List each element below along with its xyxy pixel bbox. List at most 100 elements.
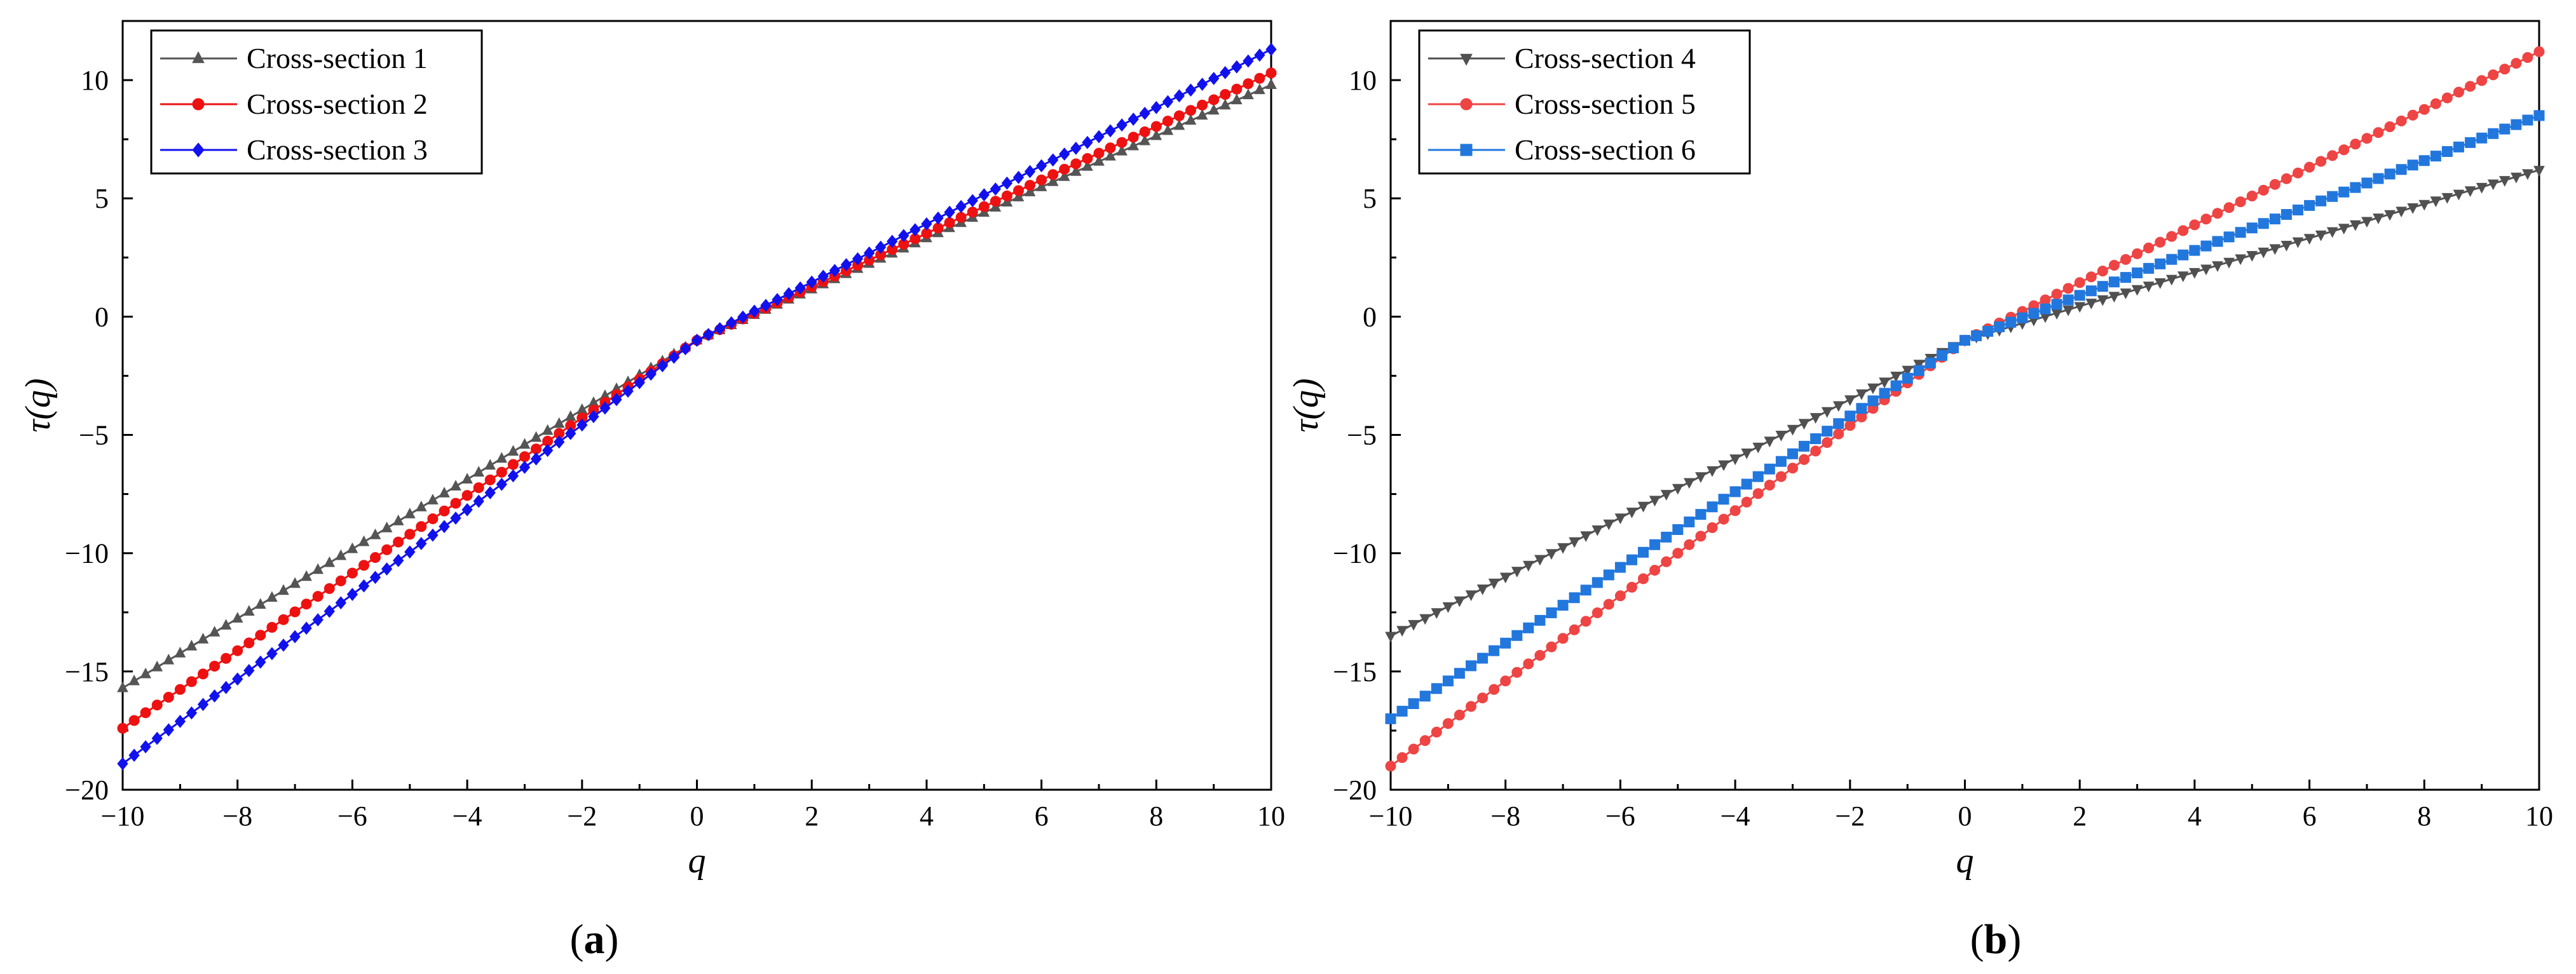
- data-point: [2488, 128, 2499, 139]
- data-point: [1243, 88, 1254, 100]
- data-point: [1741, 496, 1752, 508]
- data-point: [232, 672, 243, 686]
- y-tick-label: 0: [1363, 301, 1377, 332]
- data-point: [1408, 619, 1419, 631]
- data-point: [324, 583, 335, 594]
- data-point: [2085, 271, 2097, 283]
- data-point: [439, 505, 450, 517]
- data-point: [817, 269, 829, 283]
- data-point: [1752, 471, 1764, 482]
- data-point: [2293, 167, 2303, 179]
- data-point: [1603, 569, 1614, 581]
- data-point: [760, 299, 772, 313]
- data-point: [2430, 98, 2441, 109]
- data-point: [887, 234, 898, 248]
- data-point: [1196, 109, 1208, 120]
- data-point: [163, 723, 174, 737]
- data-point: [427, 513, 439, 524]
- data-point: [2154, 278, 2166, 289]
- data-point: [1265, 67, 1277, 79]
- data-point: [1707, 466, 1718, 477]
- data-point: [542, 443, 554, 457]
- x-tick-label: 10: [1257, 801, 1285, 832]
- data-point: [2062, 294, 2074, 306]
- data-point: [1082, 153, 1093, 164]
- data-point: [278, 614, 289, 625]
- data-point: [2085, 299, 2097, 309]
- data-point: [1729, 505, 1741, 517]
- data-point: [910, 223, 921, 236]
- data-point: [2315, 156, 2327, 167]
- data-point: [1684, 539, 1695, 550]
- data-point: [921, 217, 932, 231]
- data-point: [450, 511, 461, 525]
- data-point: [208, 689, 221, 703]
- data-point: [231, 612, 243, 623]
- data-point: [2200, 213, 2212, 225]
- data-point: [978, 188, 990, 201]
- data-point: [576, 418, 588, 432]
- data-point: [679, 342, 692, 356]
- data-point: [2522, 52, 2533, 63]
- data-point: [967, 206, 978, 218]
- data-point: [2326, 227, 2338, 238]
- data-point: [588, 410, 599, 423]
- data-point: [1638, 573, 1649, 585]
- data-point: [1844, 410, 1856, 422]
- data-point: [634, 375, 645, 389]
- data-point: [1822, 437, 1833, 448]
- data-point: [1254, 72, 1265, 84]
- data-point: [657, 359, 668, 372]
- chart-panel-b: −10 −8 −6 −4 −2 0 2 4 6 8 10−20−15−10−50510qτ(q)Cr…: [1286, 20, 2553, 963]
- data-point: [128, 748, 140, 762]
- data-point: [2361, 177, 2373, 189]
- data-point: [1591, 607, 1603, 618]
- data-point: [1591, 525, 1604, 536]
- data-point: [1603, 519, 1615, 531]
- data-point: [1116, 144, 1128, 156]
- x-tick-label: −10: [101, 801, 145, 832]
- data-point: [1128, 112, 1139, 126]
- data-point: [726, 316, 737, 330]
- data-point: [1173, 110, 1185, 121]
- data-point: [1139, 126, 1150, 137]
- data-point: [990, 196, 1001, 207]
- data-point: [1856, 389, 1867, 400]
- data-point: [2395, 206, 2408, 218]
- data-point: [542, 424, 554, 435]
- y-tick-label: −15: [65, 656, 109, 687]
- data-point: [2258, 247, 2270, 259]
- x-tick-label: −6: [1605, 801, 1635, 832]
- data-point: [2177, 271, 2189, 283]
- data-point: [1185, 83, 1197, 97]
- plot-area: −10 −8 −6 −4 −2 0 2 4 6 8 10−20−15−10−50510qτ(q)Cr…: [18, 20, 1285, 881]
- data-point: [1419, 735, 1431, 747]
- data-point: [1128, 132, 1139, 143]
- data-point: [404, 545, 416, 559]
- data-point: [507, 445, 519, 456]
- data-point: [2143, 242, 2155, 254]
- data-point: [1185, 114, 1197, 125]
- data-point: [151, 700, 163, 711]
- data-point: [128, 674, 140, 686]
- data-point: [1070, 142, 1082, 155]
- data-point: [1243, 78, 1254, 90]
- data-point: [1557, 543, 1569, 554]
- data-point: [1442, 718, 1454, 729]
- data-point: [1024, 186, 1036, 196]
- data-point: [1833, 418, 1844, 430]
- data-point: [564, 410, 576, 421]
- data-point: [576, 403, 588, 414]
- data-point: [1534, 650, 1546, 661]
- data-point: [2235, 227, 2246, 238]
- data-point: [2327, 150, 2338, 161]
- x-tick-label: 0: [1958, 801, 1972, 832]
- data-point: [1511, 630, 1523, 641]
- data-point: [1959, 335, 1970, 346]
- data-point: [668, 350, 680, 364]
- data-point: [2132, 267, 2143, 278]
- data-point: [1025, 180, 1035, 191]
- data-point: [1105, 124, 1116, 138]
- data-point: [496, 452, 508, 463]
- data-point: [1557, 633, 1569, 644]
